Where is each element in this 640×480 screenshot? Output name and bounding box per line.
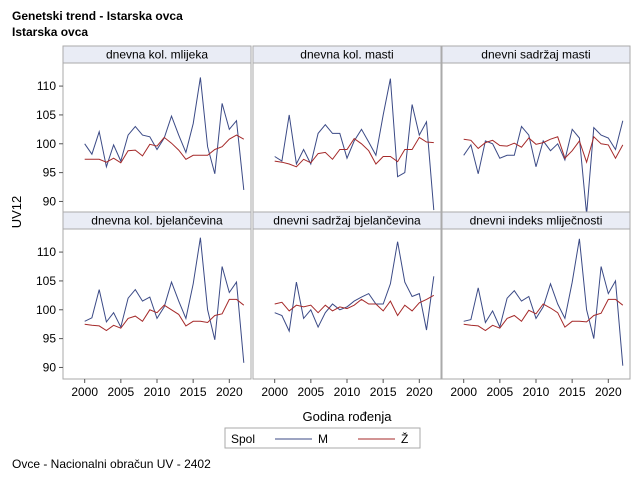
x-tick-label: 2010 (144, 385, 171, 399)
legend-box (224, 427, 421, 449)
x-tick-label: 2000 (71, 385, 98, 399)
panel-plot-area (62, 228, 252, 380)
x-tick-label: 2020 (406, 385, 433, 399)
panel-plot-area (62, 62, 252, 214)
y-tick-label: 95 (43, 166, 57, 180)
x-tick-label: 2015 (559, 385, 586, 399)
x-tick-label: 2010 (523, 385, 550, 399)
x-axis-label: Godina rođenja (303, 409, 393, 424)
series-line-z (274, 136, 434, 168)
legend-label-z: Ž (401, 431, 408, 446)
chart-subtitle: Istarska ovca (12, 25, 89, 39)
series-line-z (463, 135, 624, 164)
panel-plot-area (252, 228, 442, 380)
y-axis-label: UV12 (9, 196, 24, 229)
panel-title: dnevni sadržaj bjelančevina (273, 214, 421, 228)
y-tick-label: 100 (36, 137, 56, 151)
y-tick-label: 90 (43, 194, 57, 208)
x-tick-label: 2015 (180, 385, 207, 399)
legend-label-m: M (318, 432, 328, 446)
series-line-z (84, 298, 245, 332)
y-tick-label: 105 (36, 274, 56, 288)
panel-title: dnevna kol. mlijeka (106, 48, 208, 62)
y-tick-label: 105 (36, 108, 56, 122)
panel-title: dnevna kol. bjelančevina (91, 214, 223, 228)
panel-title: dnevni sadržaj masti (481, 48, 590, 62)
x-tick-label: 2005 (297, 385, 324, 399)
x-tick-label: 2005 (107, 385, 134, 399)
series-line-z (463, 298, 624, 332)
legend-title: Spol (231, 432, 255, 446)
panel-title: dnevni indeks mliječnosti (470, 214, 603, 228)
y-tick-label: 110 (37, 245, 56, 259)
chart-title: Genetski trend - Istarska ovca (12, 9, 183, 23)
x-tick-label: 2000 (261, 385, 288, 399)
panel-plot-area (441, 62, 631, 214)
y-tick-label: 110 (37, 79, 56, 93)
panel-plot-area (441, 228, 631, 380)
series-line-m (463, 120, 624, 215)
y-tick-label: 90 (43, 360, 57, 374)
series-line-z (274, 294, 435, 317)
series-line-z (84, 134, 245, 164)
x-tick-label: 2020 (216, 385, 243, 399)
y-tick-label: 100 (36, 303, 56, 317)
x-tick-label: 2010 (334, 385, 361, 399)
x-tick-label: 2015 (370, 385, 397, 399)
x-tick-label: 2000 (450, 385, 477, 399)
y-tick-label: 95 (43, 332, 57, 346)
panel-title: dnevna kol. masti (300, 48, 393, 62)
x-tick-label: 2005 (486, 385, 513, 399)
x-tick-label: 2020 (595, 385, 622, 399)
panel-plot-area (252, 62, 442, 214)
footnote: Ovce - Nacionalni obračun UV - 2402 (12, 457, 211, 471)
